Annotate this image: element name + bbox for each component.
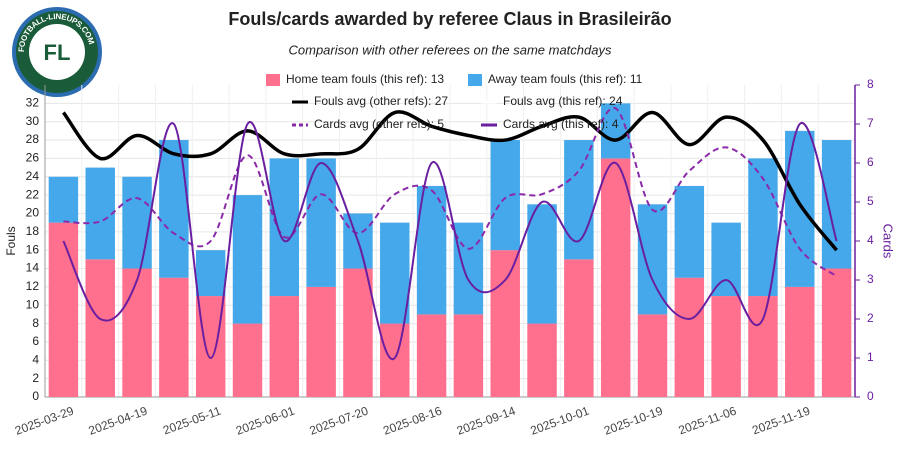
- legend-label: Fouls avg (this ref): 24: [503, 94, 623, 108]
- x-tick-label: 2025-08-16: [381, 404, 444, 438]
- bar: [674, 277, 705, 397]
- y-tick-label: 22: [26, 187, 40, 201]
- line-series: [61, 110, 838, 252]
- bar: [711, 222, 741, 297]
- bar: [195, 250, 226, 297]
- bar: [232, 323, 263, 397]
- y-tick-label: 20: [26, 206, 40, 220]
- legend-swatch: [266, 74, 280, 86]
- bar: [159, 140, 189, 278]
- y-tick-label: 2: [32, 371, 39, 385]
- bar: [453, 222, 484, 315]
- y-tick-label: 18: [26, 224, 40, 238]
- y2-axis-title: Cards: [881, 224, 896, 259]
- y-tick-label: 14: [26, 261, 40, 275]
- y2-tick-label: 3: [867, 272, 874, 286]
- x-tick-label: 2025-10-01: [528, 404, 591, 438]
- legend-swatch: [468, 74, 482, 86]
- x-tick-label: 2025-06-01: [234, 404, 297, 438]
- bar: [306, 286, 336, 397]
- bar: [232, 195, 263, 324]
- legend-label: Home team fouls (this ref): 13: [286, 72, 444, 86]
- bar: [600, 103, 631, 159]
- bar: [269, 296, 300, 397]
- line-series: [62, 121, 838, 361]
- y2-tick-label: 6: [867, 155, 874, 169]
- bar: [785, 286, 815, 397]
- bar: [159, 277, 189, 397]
- legend-label: Fouls avg (other refs): 27: [314, 94, 448, 108]
- bar: [564, 140, 594, 260]
- y-tick-label: 28: [26, 132, 40, 146]
- x-tick-label: 2025-11-06: [677, 404, 739, 438]
- y-tick-label: 26: [26, 151, 40, 165]
- x-tick-label: 2025-11-19: [750, 404, 812, 438]
- bar: [48, 222, 79, 397]
- x-tick-label: 2025-07-20: [308, 404, 371, 438]
- chart-title: Fouls/cards awarded by referee Claus in …: [228, 9, 671, 29]
- y-tick-label: 0: [32, 389, 39, 403]
- legend-label: Cards avg (other refs): 5: [314, 117, 444, 131]
- x-tick-label: 2025-04-19: [87, 404, 150, 438]
- y-tick-label: 6: [32, 334, 39, 348]
- bar: [453, 314, 484, 397]
- x-tick-label: 2025-09-14: [455, 404, 518, 438]
- bar: [674, 185, 705, 278]
- y-tick-label: 10: [26, 297, 40, 311]
- x-tick-label: 2025-05-11: [161, 404, 223, 438]
- y-tick-label: 16: [26, 242, 40, 256]
- bar: [343, 268, 373, 397]
- logo-mark: FL: [44, 40, 71, 65]
- bar: [821, 268, 852, 397]
- bar: [637, 204, 668, 315]
- bar: [527, 204, 557, 324]
- y2-tick-label: 0: [867, 389, 874, 403]
- bar: [48, 176, 79, 223]
- chart-subtitle: Comparison with other referees on the sa…: [289, 42, 612, 57]
- y-tick-label: 24: [26, 169, 40, 183]
- bar: [416, 185, 447, 315]
- line-series: [63, 107, 838, 277]
- bar: [122, 268, 152, 397]
- legend-label: Away team fouls (this ref): 11: [488, 72, 643, 86]
- bar: [122, 176, 152, 269]
- bar: [637, 314, 668, 397]
- y-tick-label: 32: [26, 96, 40, 110]
- bar: [527, 323, 557, 397]
- y-tick-label: 4: [32, 352, 39, 366]
- bar: [490, 250, 520, 397]
- y-tick-label: 12: [26, 279, 40, 293]
- y2-tick-label: 2: [867, 311, 874, 325]
- bar: [380, 323, 410, 397]
- bar: [564, 259, 594, 397]
- bar: [748, 296, 778, 397]
- y-axis-title: Fouls: [4, 226, 18, 255]
- bar: [85, 167, 115, 260]
- x-tick-label: 2025-03-29: [13, 404, 76, 438]
- x-tick-label: 2025-10-19: [602, 404, 665, 438]
- bar: [821, 140, 852, 269]
- bar: [416, 314, 447, 397]
- y2-tick-label: 7: [867, 116, 874, 130]
- bar: [85, 259, 115, 397]
- bar: [269, 158, 300, 297]
- y2-tick-label: 8: [867, 77, 874, 91]
- bar: [380, 222, 410, 324]
- y2-tick-label: 5: [867, 194, 874, 208]
- bar: [785, 130, 815, 287]
- y-tick-label: 8: [32, 316, 39, 330]
- legend-label: Cards avg (this ref): 4: [503, 117, 619, 131]
- y-tick-label: 30: [26, 114, 40, 128]
- logo: FOOTBALL-LINEUPS.COM FL: [12, 7, 102, 97]
- y2-tick-label: 4: [867, 233, 874, 247]
- y2-tick-label: 1: [867, 350, 874, 364]
- bar: [600, 158, 631, 397]
- bar: [711, 296, 741, 397]
